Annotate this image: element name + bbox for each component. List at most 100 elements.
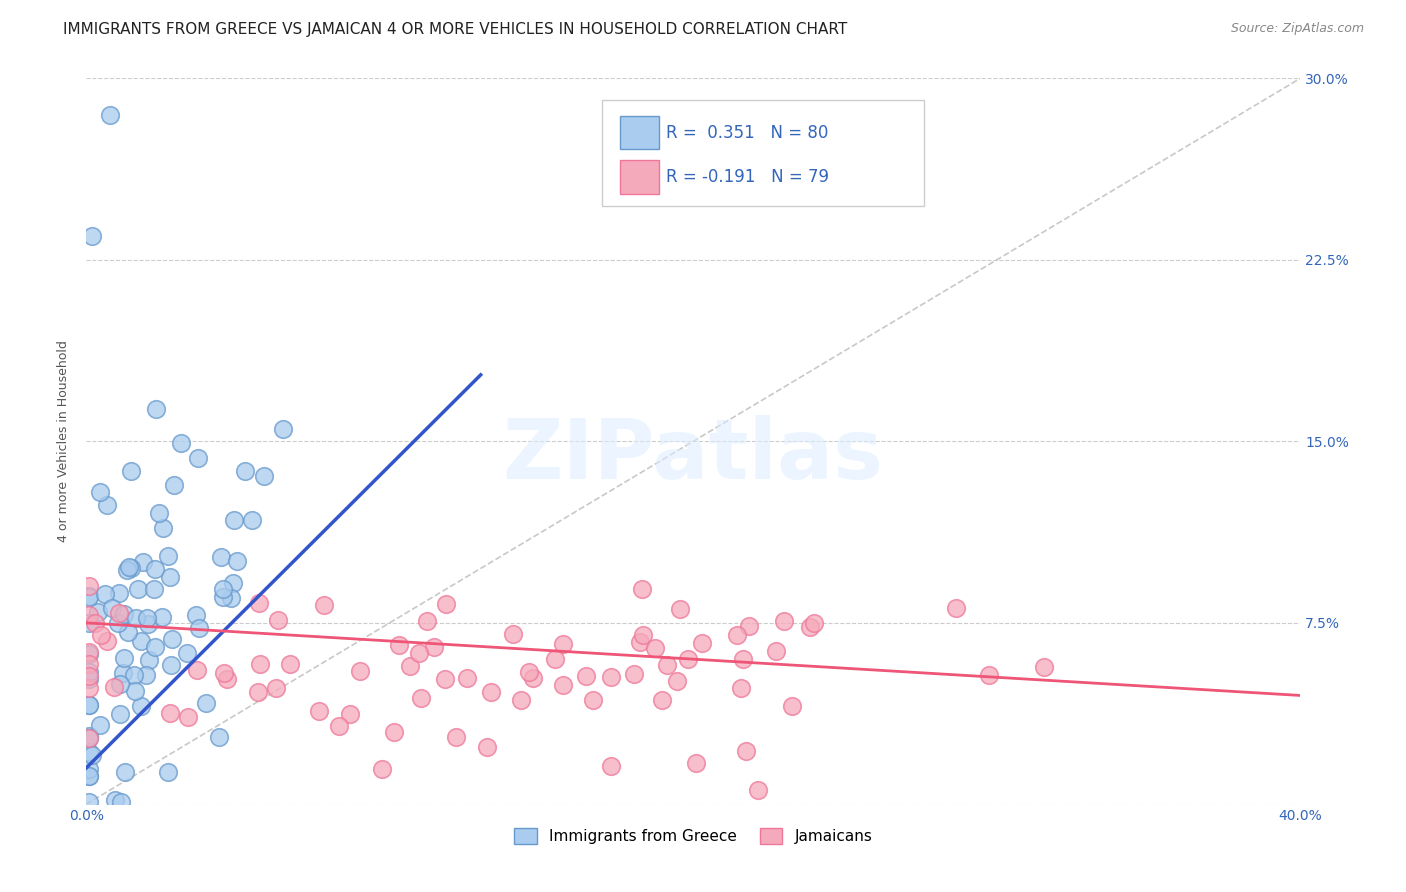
Point bbox=[77, 795, 100, 809]
Point bbox=[103, 680, 125, 694]
Point bbox=[433, 672, 456, 686]
Point bbox=[129, 633, 152, 648]
Point bbox=[551, 677, 574, 691]
Point bbox=[631, 582, 654, 597]
Point bbox=[249, 657, 271, 672]
Point bbox=[803, 616, 825, 631]
Point bbox=[84, 615, 107, 630]
Point bbox=[522, 671, 544, 685]
Point bbox=[188, 621, 211, 635]
Point bbox=[112, 607, 135, 622]
Point bbox=[114, 764, 136, 779]
Point bbox=[143, 640, 166, 654]
Point bbox=[349, 665, 371, 679]
Point bbox=[93, 587, 115, 601]
Point bbox=[90, 628, 112, 642]
Point bbox=[479, 684, 502, 698]
Point bbox=[101, 600, 124, 615]
Point bbox=[138, 653, 160, 667]
Point bbox=[780, 699, 803, 714]
Point bbox=[108, 707, 131, 722]
Point bbox=[651, 692, 673, 706]
Text: Source: ZipAtlas.com: Source: ZipAtlas.com bbox=[1230, 22, 1364, 36]
FancyBboxPatch shape bbox=[620, 161, 659, 194]
Legend: Immigrants from Greece, Jamaicans: Immigrants from Greece, Jamaicans bbox=[513, 828, 873, 844]
Point bbox=[148, 506, 170, 520]
Point bbox=[339, 707, 361, 722]
Point bbox=[124, 683, 146, 698]
Point bbox=[82, 228, 104, 243]
Point bbox=[108, 677, 131, 691]
Point bbox=[107, 585, 129, 599]
Point bbox=[118, 560, 141, 574]
Point bbox=[215, 672, 238, 686]
Point bbox=[212, 666, 235, 681]
Point bbox=[77, 665, 100, 680]
Point bbox=[456, 671, 478, 685]
Point bbox=[112, 650, 135, 665]
Point bbox=[314, 598, 336, 612]
Point bbox=[475, 739, 498, 754]
Point bbox=[157, 764, 180, 779]
Point bbox=[644, 641, 666, 656]
Point bbox=[77, 579, 100, 593]
Point bbox=[77, 681, 100, 695]
Point bbox=[799, 620, 821, 634]
Point bbox=[509, 692, 531, 706]
Point bbox=[519, 665, 541, 680]
Point bbox=[977, 668, 1000, 682]
Point bbox=[194, 697, 217, 711]
Point bbox=[120, 464, 142, 478]
Point bbox=[77, 672, 100, 686]
Point bbox=[107, 615, 129, 630]
Point bbox=[416, 614, 439, 628]
Point bbox=[725, 628, 748, 642]
Point bbox=[77, 698, 100, 712]
Point bbox=[150, 609, 173, 624]
Point bbox=[747, 783, 769, 797]
Point bbox=[222, 575, 245, 590]
Point bbox=[77, 731, 100, 745]
Point bbox=[77, 645, 100, 659]
Point bbox=[159, 570, 181, 584]
Point bbox=[599, 759, 621, 773]
Point bbox=[219, 591, 242, 605]
Point bbox=[399, 659, 422, 673]
Point bbox=[328, 719, 350, 733]
Point bbox=[127, 582, 149, 596]
Point bbox=[222, 513, 245, 527]
Point bbox=[77, 616, 100, 631]
Point bbox=[631, 627, 654, 641]
Point bbox=[676, 652, 699, 666]
Point bbox=[160, 658, 183, 673]
Point bbox=[209, 549, 232, 564]
Point bbox=[160, 632, 183, 646]
Point bbox=[129, 699, 152, 714]
Point bbox=[108, 606, 131, 620]
Point bbox=[773, 614, 796, 628]
Point bbox=[551, 637, 574, 651]
Point bbox=[264, 681, 287, 696]
Point bbox=[159, 706, 181, 720]
Point bbox=[77, 698, 100, 713]
Point bbox=[212, 582, 235, 597]
Y-axis label: 4 or more Vehicles in Household: 4 or more Vehicles in Household bbox=[58, 341, 70, 542]
Point bbox=[186, 608, 208, 623]
Point bbox=[77, 729, 100, 743]
Point bbox=[135, 611, 157, 625]
Point bbox=[120, 561, 142, 575]
Point bbox=[371, 762, 394, 776]
Point bbox=[110, 795, 132, 809]
Point bbox=[422, 640, 444, 655]
Point bbox=[628, 634, 651, 648]
Point bbox=[544, 652, 567, 666]
Point bbox=[104, 793, 127, 807]
Point bbox=[77, 769, 100, 783]
Point bbox=[735, 744, 758, 758]
Text: R =  0.351   N = 80: R = 0.351 N = 80 bbox=[666, 124, 828, 142]
Point bbox=[176, 646, 198, 660]
Point bbox=[657, 658, 679, 673]
Point bbox=[945, 600, 967, 615]
Text: ZIPatlas: ZIPatlas bbox=[502, 416, 883, 497]
Point bbox=[599, 670, 621, 684]
